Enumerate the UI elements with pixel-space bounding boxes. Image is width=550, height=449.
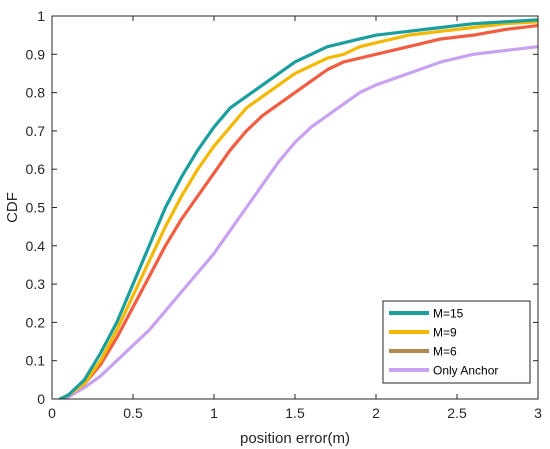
y-tick-label: 0.1 [26, 353, 46, 369]
y-tick-label: 0.8 [26, 85, 46, 101]
y-tick-label: 1 [37, 8, 45, 24]
y-tick-label: 0 [37, 391, 45, 407]
series-line-m-6 [58, 23, 538, 399]
y-tick-label: 0.6 [26, 161, 46, 177]
x-tick-label: 1 [210, 405, 218, 421]
y-axis-label: CDF [4, 192, 21, 223]
y-tick-label: 0.2 [26, 314, 46, 330]
x-tick-label: 0 [48, 405, 56, 421]
legend-label: M=6 [433, 345, 457, 359]
y-tick-label: 0.7 [26, 123, 46, 139]
series-line-m-9 [58, 20, 538, 399]
legend-label: Only Anchor [433, 364, 498, 378]
y-tick-label: 0.9 [26, 46, 46, 62]
x-axis-label: position error(m) [240, 430, 350, 447]
y-tick-label: 0.5 [26, 200, 46, 216]
y-tick-label: 0.3 [26, 276, 46, 292]
x-tick-label: 0.5 [123, 405, 143, 421]
legend-label: M=9 [433, 326, 457, 340]
x-tick-label: 3 [534, 405, 542, 421]
y-tick-label: 0.4 [26, 238, 46, 254]
series-line-only-anchor [58, 45, 538, 399]
x-tick-label: 2 [372, 405, 380, 421]
x-tick-label: 1.5 [285, 405, 305, 421]
x-tick-label: 2.5 [447, 405, 467, 421]
legend-label: M=15 [433, 307, 464, 321]
series-line-m-15 [58, 18, 538, 399]
